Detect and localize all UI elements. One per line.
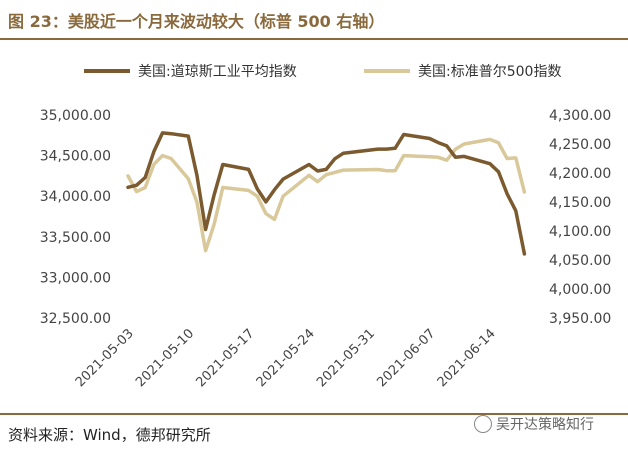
y-right-tick-label: 4,050.00 [549,253,611,269]
y-left-tick-label: 34,500.00 [40,149,111,165]
watermark: 吴开达策略知行 [474,414,594,434]
line-chart: 美国:道琼斯工业平均指数 美国:标准普尔500指数 32,500.00 33,000… [40,64,612,390]
y-right-tick-label: 4,100.00 [549,224,611,240]
y-left-tick-label: 32,500.00 [40,311,111,327]
x-tick-label: 2021-06-14 [435,326,499,390]
y-left-tick-label: 33,000.00 [40,270,111,286]
source-note: 资料来源：Wind，德邦研究所 [8,426,211,444]
legend-label: 美国:标准普尔500指数 [418,64,561,80]
y-left-tick-label: 35,000.00 [40,108,111,124]
y-right-tick-label: 4,150.00 [549,195,611,211]
y-left-tick-label: 33,500.00 [40,230,111,246]
legend: 美国:道琼斯工业平均指数 美国:标准普尔500指数 [84,64,561,80]
series-line-sp500 [126,137,527,253]
x-tick-label: 2021-05-24 [254,326,318,390]
axes: 32,500.00 33,000.00 33,500.00 34,000.00 34,5… [40,108,612,390]
x-tick-label: 2021-06-07 [374,326,438,390]
footer-divider [0,413,628,415]
series-line-dow-jones [126,131,527,256]
y-right-tick-label: 4,300.00 [549,108,611,124]
y-right-tick-label: 4,000.00 [549,282,611,298]
watermark-text: 吴开达策略知行 [496,417,594,433]
y-right-tick-label: 4,200.00 [549,166,611,182]
y-right-tick-label: 3,950.00 [549,311,611,327]
x-tick-label: 2021-05-10 [133,326,197,390]
series-lines [126,131,527,256]
x-tick-label: 2021-05-17 [193,326,257,390]
y-right-tick-label: 4,250.00 [549,137,611,153]
y-left-tick-label: 34,000.00 [40,189,111,205]
title-divider [0,38,628,40]
x-tick-label: 2021-05-31 [314,326,378,390]
x-tick-label: 2021-05-03 [73,326,137,390]
legend-label: 美国:道琼斯工业平均指数 [138,64,297,80]
chart-title: 图 23：美股近一个月来波动较大（标普 500 右轴） [8,12,385,31]
wechat-icon [474,415,492,433]
